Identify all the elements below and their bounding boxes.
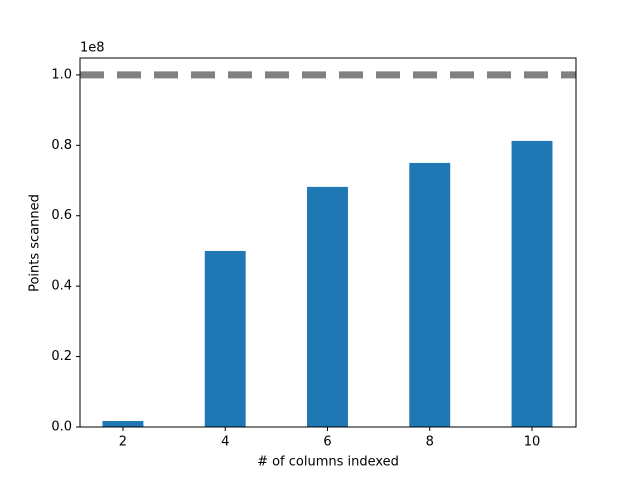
y-offset-label: 1e8 (80, 41, 105, 56)
bar (409, 162, 451, 427)
y-tick-label: 0.0 (51, 420, 72, 435)
y-tick-label: 1.0 (51, 67, 72, 82)
y-tick-label: 0.8 (51, 138, 72, 153)
x-tick-label: 10 (524, 435, 541, 450)
x-tick-label: 8 (426, 435, 434, 450)
bar (511, 140, 553, 427)
x-tick-label: 4 (221, 435, 229, 450)
x-tick-label: 6 (323, 435, 331, 450)
bar (204, 250, 246, 427)
x-axis-label: # of columns indexed (257, 455, 399, 470)
y-tick-label: 0.2 (51, 349, 72, 364)
y-axis-label: Points scanned (28, 194, 43, 292)
x-tick-label: 2 (119, 435, 127, 450)
y-tick-label: 0.6 (51, 208, 72, 223)
bar (102, 421, 144, 427)
y-tick-label: 0.4 (51, 279, 72, 294)
bar (307, 186, 348, 427)
plot-frame (79, 57, 577, 428)
